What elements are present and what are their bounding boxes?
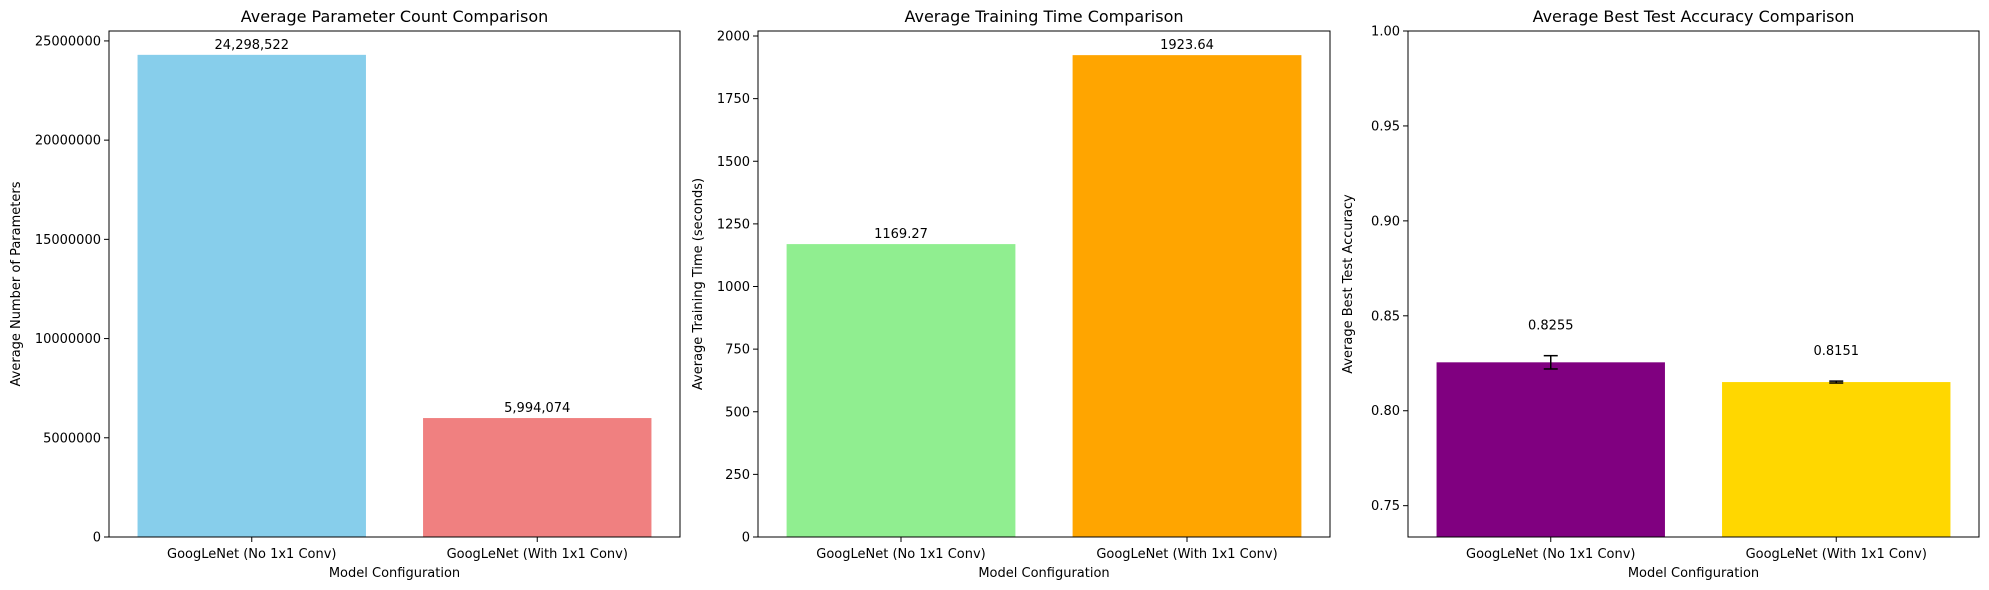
y-tick-label: 10000000 bbox=[35, 332, 101, 347]
bar bbox=[1072, 55, 1302, 538]
y-tick-label: 2000 bbox=[717, 30, 750, 45]
y-tick-label: 0.80 bbox=[1371, 404, 1400, 419]
x-tick-label: GoogLeNet (No 1x1 Conv) bbox=[1466, 547, 1635, 562]
bar-value-label: 5,994,074 bbox=[504, 401, 570, 416]
y-tick-label: 1250 bbox=[717, 217, 750, 232]
chart-title: Average Training Time Comparison bbox=[904, 7, 1183, 26]
x-axis-label: Model Configuration bbox=[1628, 566, 1759, 581]
plot-frame bbox=[108, 30, 681, 538]
bar bbox=[1436, 362, 1665, 537]
x-axis-label: Model Configuration bbox=[329, 566, 460, 581]
bar-value-label: 24,298,522 bbox=[215, 38, 289, 53]
y-tick-label: 5000000 bbox=[43, 431, 101, 446]
y-tick-label: 1000 bbox=[717, 280, 750, 295]
y-tick-label: 0.85 bbox=[1371, 309, 1400, 324]
bar-value-label: 0.8151 bbox=[1814, 344, 1860, 359]
y-tick-label: 1750 bbox=[717, 92, 750, 107]
chart-panel: 1169.27 GoogLeNet (No 1x1 Conv) 1923.64 Goo… bbox=[691, 7, 1331, 581]
y-tick-label: 0 bbox=[93, 531, 101, 546]
bar-value-label: 1923.64 bbox=[1160, 38, 1214, 53]
y-axis-label: Average Best Test Accuracy bbox=[1341, 194, 1356, 374]
y-tick-label: 750 bbox=[725, 343, 750, 358]
bar bbox=[786, 244, 1016, 538]
x-tick-label: GoogLeNet (No 1x1 Conv) bbox=[167, 547, 336, 562]
y-tick-label: 15000000 bbox=[35, 233, 101, 248]
bar-value-label: 0.8255 bbox=[1528, 319, 1574, 334]
x-tick-label: GoogLeNet (With 1x1 Conv) bbox=[447, 547, 628, 562]
plot-frame bbox=[1407, 30, 1980, 538]
bar-value-label: 1169.27 bbox=[874, 227, 928, 242]
y-tick-label: 500 bbox=[725, 405, 750, 420]
x-tick-label: GoogLeNet (With 1x1 Conv) bbox=[1746, 547, 1927, 562]
x-tick-label: GoogLeNet (With 1x1 Conv) bbox=[1096, 547, 1277, 562]
y-tick-label: 0 bbox=[742, 531, 750, 546]
y-tick-label: 0.95 bbox=[1371, 119, 1400, 134]
bar bbox=[137, 54, 366, 537]
chart-title: Average Best Test Accuracy Comparison bbox=[1533, 7, 1855, 26]
plot-frame bbox=[757, 30, 1331, 538]
x-tick-label: GoogLeNet (No 1x1 Conv) bbox=[816, 547, 985, 562]
chart-title: Average Parameter Count Comparison bbox=[241, 7, 549, 26]
y-axis-label: Average Training Time (seconds) bbox=[691, 178, 706, 390]
y-tick-label: 250 bbox=[725, 468, 750, 483]
x-axis-label: Model Configuration bbox=[978, 566, 1109, 581]
y-tick-label: 0.75 bbox=[1371, 499, 1400, 514]
y-tick-label: 1.00 bbox=[1371, 25, 1400, 40]
y-tick-label: 20000000 bbox=[35, 134, 101, 149]
y-axis-label: Average Number of Parameters bbox=[9, 181, 24, 386]
bar bbox=[1722, 382, 1951, 537]
chart-panel: 24,298,522 GoogLeNet (No 1x1 Conv) 5,994,0… bbox=[9, 7, 681, 581]
chart-panel: 0.8255 GoogLeNet (No 1x1 Conv) 0.8151 GoogL… bbox=[1341, 7, 1980, 581]
y-tick-label: 1500 bbox=[717, 155, 750, 170]
y-tick-label: 0.90 bbox=[1371, 214, 1400, 229]
y-tick-label: 25000000 bbox=[35, 34, 101, 49]
bar bbox=[423, 418, 652, 537]
